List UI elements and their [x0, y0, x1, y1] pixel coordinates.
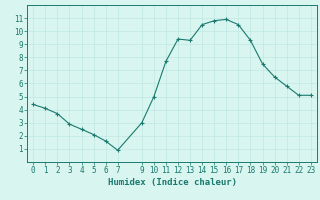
X-axis label: Humidex (Indice chaleur): Humidex (Indice chaleur) — [108, 178, 236, 187]
